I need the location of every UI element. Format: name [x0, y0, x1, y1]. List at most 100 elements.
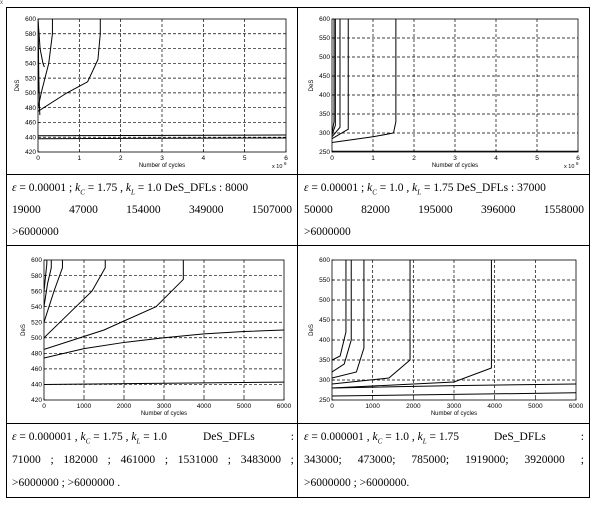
y-tick-label: 500 [319, 54, 330, 61]
y-tick-label: 560 [31, 288, 42, 295]
caption-separator: ; [107, 454, 111, 466]
caption-value: 473000; [357, 454, 396, 466]
x-axis-label: Number of cycles [139, 163, 185, 169]
series-line-4 [332, 260, 411, 385]
y-tick-label: 450 [319, 73, 330, 80]
x-tick-label: 2 [119, 155, 123, 162]
caption-value: 154000 [126, 204, 161, 216]
corner-mark: x [0, 0, 3, 6]
table-border-left [6, 7, 7, 498]
x-tick-label: 2 [412, 155, 416, 162]
series-line-3 [332, 19, 341, 138]
y-axis-label: DeS [309, 324, 315, 336]
caption-bottom-right-line1: ε = 0.000001 , kC = 1.0 , kL = 1.75 DeS_… [304, 426, 584, 452]
caption-text: = 1.0 [134, 182, 165, 194]
y-tick-label: 500 [25, 90, 36, 97]
x-tick-label: 5 [243, 155, 247, 162]
caption-text: = 1.75 [426, 431, 459, 443]
series-line-2 [332, 260, 352, 373]
caption-top-right-line3: >6000000 [304, 226, 351, 238]
x-tick-label: 5 [535, 155, 539, 162]
y-tick-label: 420 [31, 397, 42, 404]
k-symbol: kC [372, 431, 383, 446]
y-tick-label: 460 [31, 366, 42, 373]
caption-top-left-line3: >6000000 [12, 226, 59, 238]
caption-top-left: ε = 0.00001 ; kC = 1.75 , kL = 1.0 DeS_D… [12, 177, 292, 243]
figure-table: 0 1 2 3 4 5 6 420 440 460 480 500 520 540 560 580 600 Num… [6, 7, 590, 498]
x-tick-label: 5000 [528, 403, 543, 410]
caption-top-right: ε = 0.00001 ; kC = 1.0 , kL = 1.75 DeS_D… [304, 177, 584, 243]
series-line-4 [332, 19, 349, 140]
caption-value: 3483000 [240, 454, 281, 466]
caption-separator: ; [580, 454, 584, 466]
x-tick-label: 6 [284, 155, 288, 162]
caption-text: = 0.00001 ; [308, 182, 368, 194]
caption-text: = 1.0 [140, 431, 167, 443]
k-symbol: kL [412, 182, 422, 197]
y-tick-label: 300 [319, 377, 330, 384]
series-line-3 [44, 260, 63, 323]
caption-value: 71000 [12, 454, 41, 466]
table-border-bottom [6, 497, 590, 498]
series-line-2 [44, 260, 52, 307]
y-tick-label: 460 [25, 120, 36, 127]
chart-top-right-svg: 0 1 2 3 4 5 6 250 300 350 400 450 500 550 600 Number of… [309, 16, 580, 170]
caption-value: 349000 [188, 204, 224, 216]
series-line-3 [38, 19, 45, 68]
caption-value: 82000 [361, 204, 390, 216]
caption-value: 50000 [304, 204, 333, 216]
y-tick-label: 500 [31, 335, 42, 342]
series-line-5 [332, 19, 397, 143]
y-tick-label: 580 [25, 31, 36, 38]
caption-bottom-left-line3: >6000000 ; >6000000 . [12, 477, 121, 489]
caption-bottom-left-line1: ε = 0.000001 , kC = 1.75 , kL = 1.0 DeS_… [12, 426, 294, 452]
y-tick-label: 540 [25, 61, 36, 68]
x-exponent-label: x 10 [564, 164, 574, 170]
x-tick-label: 5000 [237, 403, 252, 410]
caption-text: = 1.75 , [84, 182, 126, 194]
y-tick-label: 440 [25, 134, 36, 141]
y-tick-label: 600 [319, 16, 330, 23]
caption-separator: ; [50, 454, 54, 466]
chart-bottom-right-svg: 0 1000 2000 3000 4000 5000 6000 250 300 350 400 450… [309, 257, 584, 417]
table-row-divider-3 [6, 423, 590, 424]
caption-value: 8000 [225, 182, 249, 194]
caption-bottom-right-line3: >6000000 ; >6000000. [304, 477, 410, 489]
y-tick-label: 350 [319, 111, 330, 118]
series-line-2 [332, 19, 336, 136]
series-line-4 [44, 260, 106, 339]
y-tick-label: 420 [25, 149, 36, 156]
caption-top-right-line1: ε = 0.00001 ; kC = 1.0 , kL = 1.75 DeS_D… [304, 177, 546, 203]
x-tick-label: 6000 [569, 403, 584, 410]
y-tick-label: 400 [319, 92, 330, 99]
x-tick-label: 1 [371, 155, 375, 162]
caption-text: = 0.000001 , [16, 431, 81, 443]
k-symbol: kC [367, 182, 377, 197]
caption-bottom-right: ε = 0.000001 , kC = 1.0 , kL = 1.75 DeS_… [304, 426, 584, 496]
caption-value: 785000; [411, 454, 450, 466]
caption-bottom-right-line2: 343000; 473000; 785000; 1919000; 3920000… [304, 449, 584, 471]
chart-bottom-left-svg: 0 1000 2000 3000 4000 5000 6000 420 440 460 480 500… [21, 257, 292, 417]
y-tick-label: 600 [25, 16, 36, 23]
caption-text: = 1.0 , [376, 182, 413, 194]
chart-bottom-right: 0 1000 2000 3000 4000 5000 6000 250 300 350 400 450… [302, 248, 588, 422]
caption-value: 1507000 [251, 204, 292, 216]
caption-label: DeS_DFLs [494, 431, 546, 443]
table-row-divider-2 [6, 245, 590, 246]
series-line-3 [332, 260, 365, 379]
y-tick-label: 250 [319, 149, 330, 156]
k-symbol: kL [417, 431, 427, 446]
caption-bottom-left-line2: 71000 ; 182000 ; 461000 ; 1531000 ; 3483… [12, 449, 294, 471]
x-tick-label: 0 [36, 155, 40, 162]
epsilon-symbol: ε [12, 182, 17, 194]
y-tick-label: 550 [319, 35, 330, 42]
y-tick-label: 250 [319, 397, 330, 404]
x-axis-label: Number of cycles [432, 163, 478, 169]
x-axis-label: Number of cycles [141, 411, 187, 417]
y-axis-label: DeS [21, 324, 27, 336]
x-tick-label: 4 [494, 155, 498, 162]
series-line-1 [44, 260, 48, 292]
caption-value: 3920000 [524, 454, 565, 466]
x-tick-label: 3000 [157, 403, 172, 410]
y-tick-label: 560 [25, 46, 36, 53]
